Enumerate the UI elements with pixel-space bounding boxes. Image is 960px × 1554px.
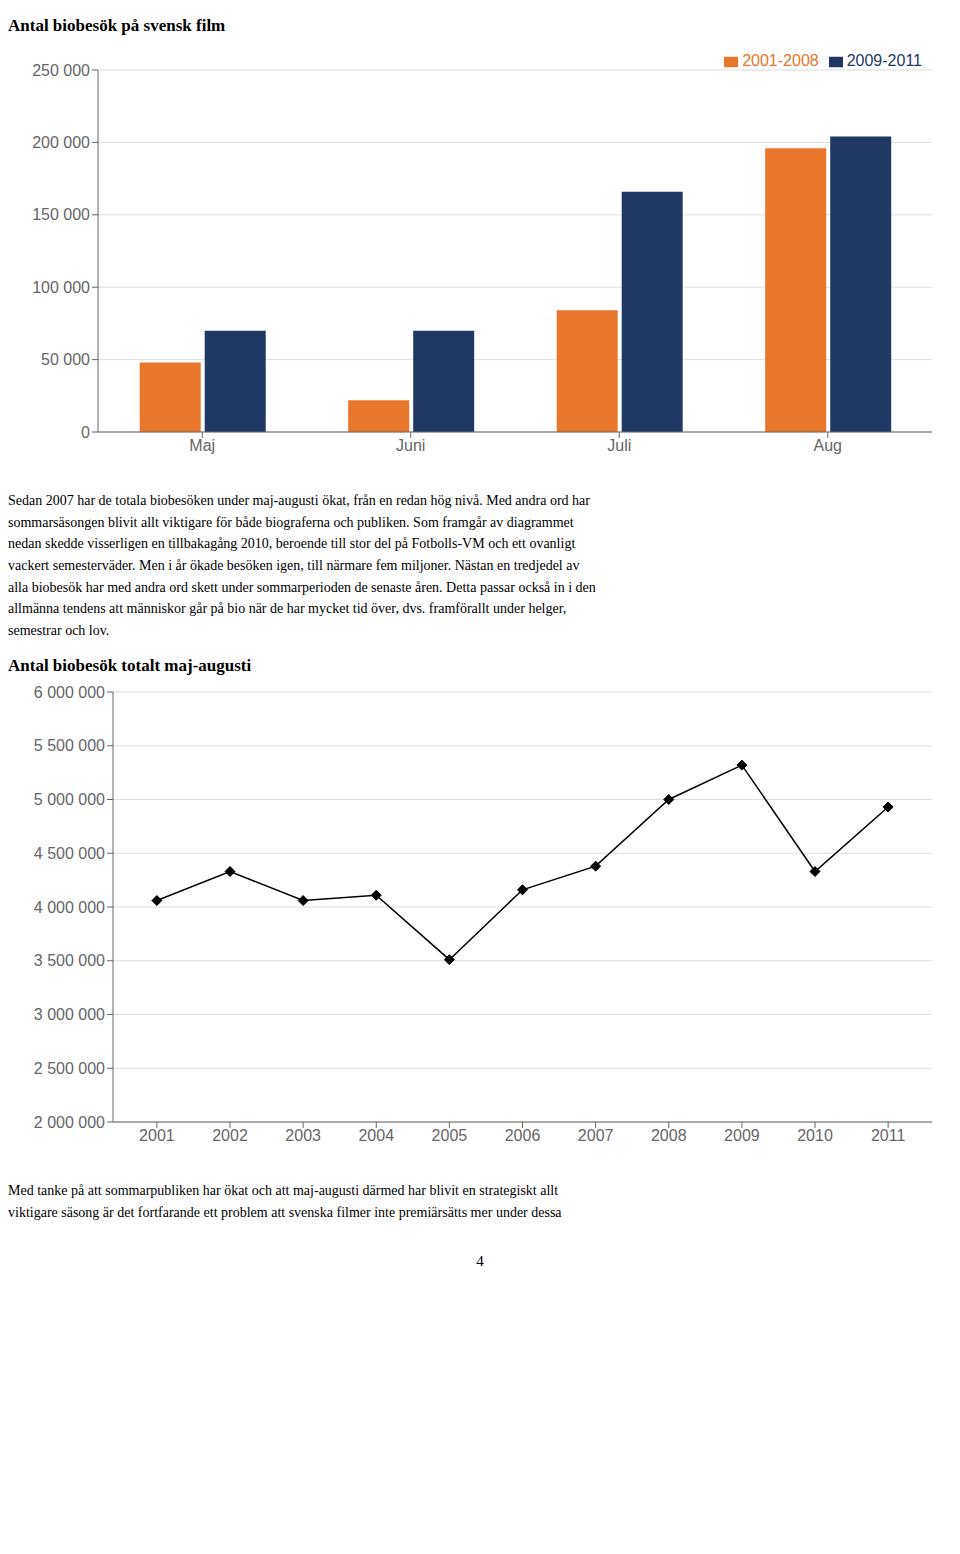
svg-text:6 000 000: 6 000 000 bbox=[34, 683, 105, 700]
svg-text:5 500 000: 5 500 000 bbox=[34, 737, 105, 754]
svg-text:2004: 2004 bbox=[358, 1127, 394, 1144]
svg-text:2001: 2001 bbox=[139, 1127, 175, 1144]
html-text:Antal biobesök totalt maj-augu: Antal biobesök totalt maj-augusti bbox=[8, 655, 252, 675]
html-text:Sedan 2007 har de totala biobe: Sedan 2007 har de totala biobesöken unde… bbox=[8, 493, 596, 639]
svg-text:5 000 000: 5 000 000 bbox=[34, 791, 105, 808]
svg-text:2 500 000: 2 500 000 bbox=[34, 1060, 105, 1077]
svg-text:3 000 000: 3 000 000 bbox=[34, 1006, 105, 1023]
svg-text:4 500 000: 4 500 000 bbox=[34, 845, 105, 862]
svg-text:2 000 000: 2 000 000 bbox=[34, 1113, 105, 1130]
html-text:4: 4 bbox=[476, 1253, 484, 1270]
svg-text:250 000: 250 000 bbox=[32, 62, 90, 79]
svg-text:0: 0 bbox=[81, 424, 90, 441]
svg-text:2010: 2010 bbox=[797, 1127, 833, 1144]
svg-text:Maj: Maj bbox=[189, 437, 215, 454]
svg-text:4 000 000: 4 000 000 bbox=[34, 898, 105, 915]
html-text:Antal biobesök på svensk film: Antal biobesök på svensk film bbox=[8, 16, 226, 35]
svg-text:2005: 2005 bbox=[432, 1127, 468, 1144]
svg-text:2009: 2009 bbox=[724, 1127, 760, 1144]
svg-text:Juni: Juni bbox=[396, 437, 425, 454]
html-text:Med tanke på att sommarpublike: Med tanke på att sommarpubliken har ökat… bbox=[8, 1182, 562, 1220]
svg-text:2008: 2008 bbox=[651, 1127, 687, 1144]
html-text:2009-2011: 2009-2011 bbox=[846, 52, 922, 69]
svg-text:Juli: Juli bbox=[607, 437, 631, 454]
svg-text:2002: 2002 bbox=[212, 1127, 248, 1144]
svg-text:50 000: 50 000 bbox=[41, 351, 90, 368]
svg-text:150 000: 150 000 bbox=[32, 206, 90, 223]
svg-text:3 500 000: 3 500 000 bbox=[34, 952, 105, 969]
html-text:2001-2008: 2001-2008 bbox=[742, 52, 819, 69]
svg-text:2011: 2011 bbox=[871, 1127, 906, 1144]
svg-text:100 000: 100 000 bbox=[32, 279, 90, 296]
svg-text:2006: 2006 bbox=[505, 1127, 541, 1144]
svg-text:2007: 2007 bbox=[578, 1127, 614, 1144]
svg-text:Aug: Aug bbox=[814, 437, 842, 454]
svg-text:2003: 2003 bbox=[285, 1127, 321, 1144]
svg-text:200 000: 200 000 bbox=[32, 134, 90, 151]
